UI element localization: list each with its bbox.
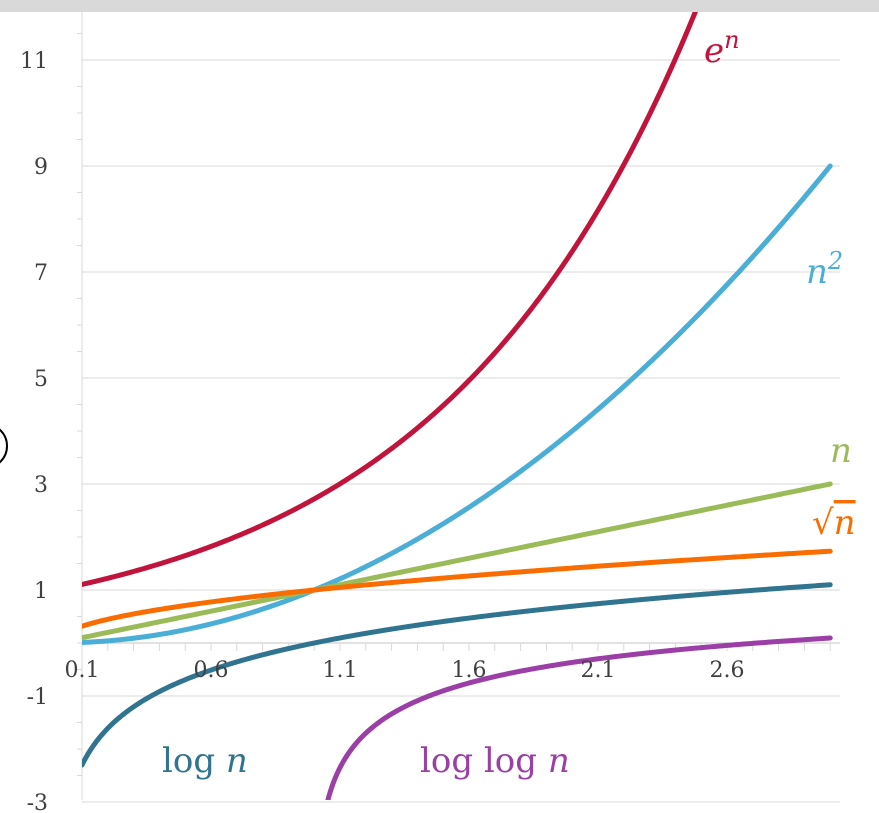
series-line [82,582,833,768]
y-tick-labels: -3 -1 1 3 5 7 9 11 [20,49,48,813]
curve-labels: en n2 n √n log n log log n [162,26,856,781]
curve-label: n2 [806,247,843,292]
x-tick-label: 0.6 [194,658,229,683]
gridlines [82,59,840,803]
series-line [82,481,833,641]
series-line [82,548,833,629]
x-tick-label: 0.1 [65,658,100,683]
x-tick-label: 1.1 [323,658,358,683]
y-tick-label: 11 [20,49,48,74]
curves [82,12,833,800]
curve-label: √n [812,503,856,543]
y-tick-label: 5 [34,367,48,392]
y-tick-label: 1 [34,579,48,604]
y-tick-label: -3 [27,791,48,813]
series-line [325,635,833,800]
x-tick-labels: 0.1 0.6 1.1 1.6 2.1 2.6 [65,658,745,683]
curve-label: n [830,431,852,471]
y-tick-label: -1 [27,685,48,710]
top-bar [0,0,879,12]
curve-label: en [704,26,740,71]
y-tick-label: 3 [34,473,48,498]
series-line [82,12,698,587]
curve-label: log n [162,741,248,781]
x-tick-label: 1.6 [452,658,487,683]
y-tick-label: 9 [34,155,48,180]
x-tick-label: 2.6 [710,658,745,683]
series-line [82,163,833,645]
curve-label: log log n [420,741,570,781]
y-tick-label: 7 [34,261,48,286]
x-tick-label: 2.1 [581,658,616,683]
